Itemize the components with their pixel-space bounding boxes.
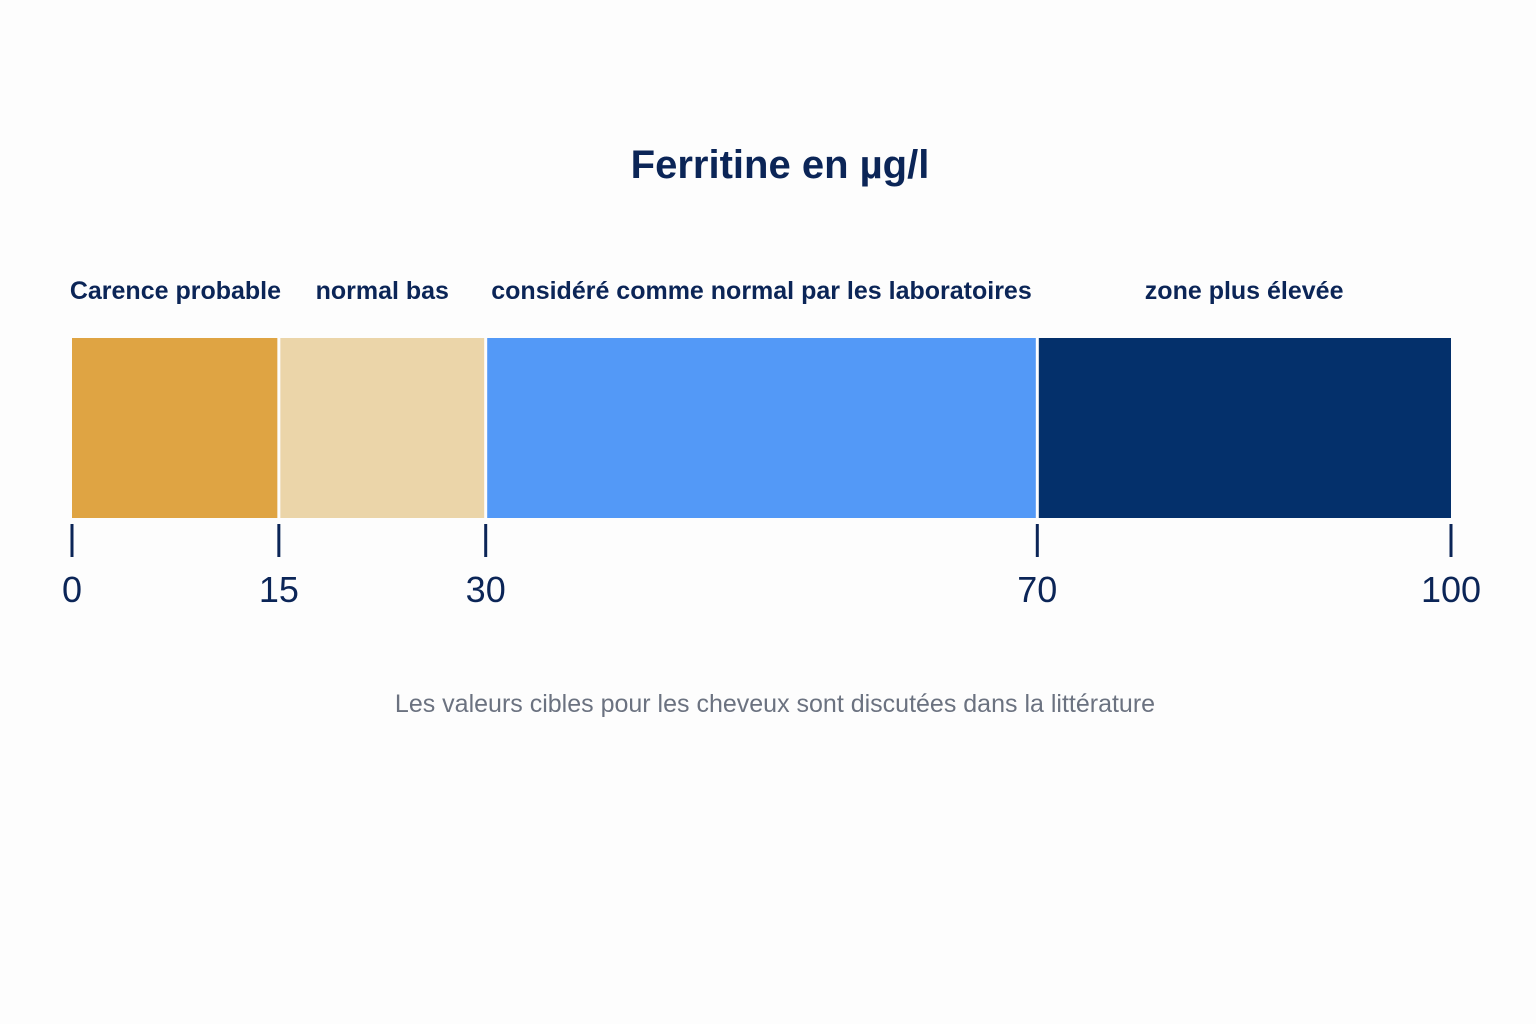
tick-label: 0 <box>62 569 82 610</box>
range-segment <box>72 338 278 518</box>
tick-label: 70 <box>1017 569 1057 610</box>
tick-label: 15 <box>259 569 299 610</box>
tick-label: 100 <box>1421 569 1481 610</box>
tick-label: 30 <box>466 569 506 610</box>
ticks-group <box>70 524 1453 557</box>
range-segment <box>1038 338 1451 518</box>
segment-label: considéré comme normal par les laboratoi… <box>491 277 1031 305</box>
chart-title: Ferritine en µg/l <box>631 143 930 187</box>
segment-labels-group: Carence probable normal bas considéré comm… <box>70 277 1344 305</box>
segments-group <box>72 338 1451 518</box>
segment-label: normal bas <box>316 277 449 305</box>
range-segment <box>280 338 485 518</box>
chart-footnote: Les valeurs cibles pour les cheveux sont… <box>395 690 1155 718</box>
tick-labels-group: 0 15 30 70 100 <box>62 569 1481 610</box>
range-segment <box>487 338 1036 518</box>
segment-label: Carence probable <box>70 277 281 305</box>
segment-label: zone plus élevée <box>1145 277 1344 305</box>
